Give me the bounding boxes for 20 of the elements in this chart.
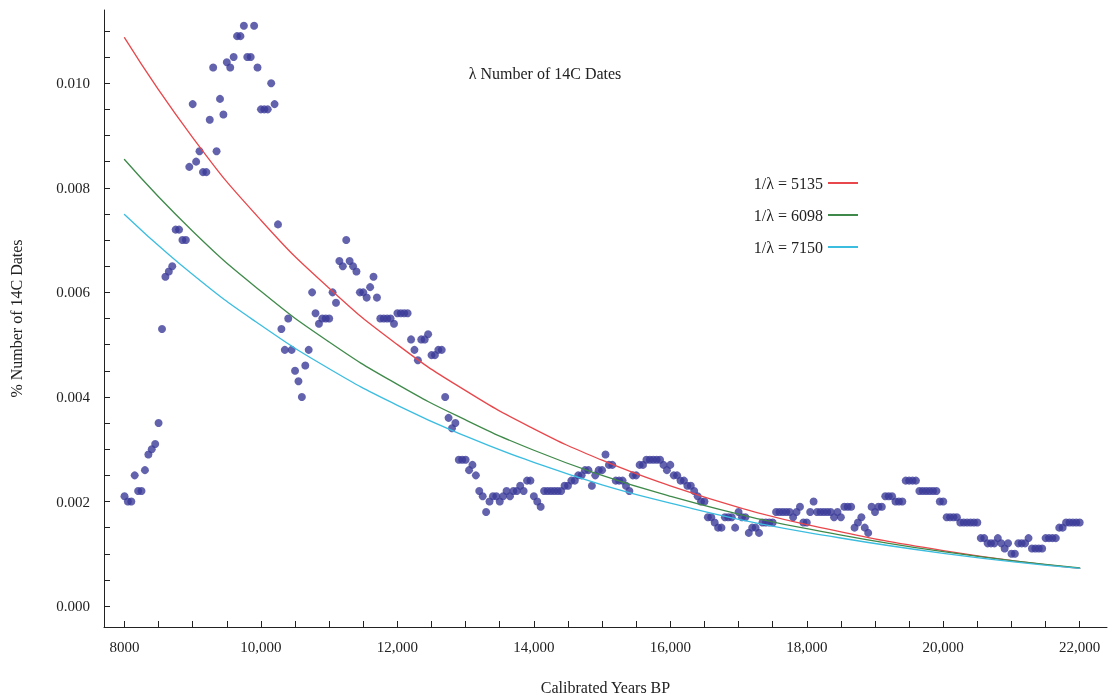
y-tick-label: 0.006 xyxy=(56,284,91,301)
y-axis-title: % Number of 14C Dates xyxy=(7,239,25,398)
legend-label: 1/λ = 7150 xyxy=(753,238,823,256)
text: λ Number of 14C Dates xyxy=(468,64,622,82)
x-tick-label: 18,000 xyxy=(786,638,828,655)
legend-label: 1/λ = 5135 xyxy=(753,174,823,192)
x-tick-label: 14,000 xyxy=(513,638,555,655)
x-tick-label: 20,000 xyxy=(922,638,964,655)
y-tick-label: 0.008 xyxy=(56,179,90,196)
legend-label: 1/λ = 6098 xyxy=(753,206,823,224)
y-tick-label: 0.004 xyxy=(56,388,91,405)
x-axis-title: Calibrated Years BP xyxy=(540,678,671,696)
y-tick-label: 0.002 xyxy=(56,493,90,510)
x-tick-label: 22,000 xyxy=(1059,638,1101,655)
x-tick-label: 16,000 xyxy=(649,638,691,655)
x-tick-label: 12,000 xyxy=(376,638,419,655)
y-tick-label: 0.010 xyxy=(56,75,90,92)
y-tick-label: 0.000 xyxy=(56,598,90,615)
x-tick-label: 10,000 xyxy=(240,638,282,655)
x-tick-label: 8000 xyxy=(109,638,140,655)
